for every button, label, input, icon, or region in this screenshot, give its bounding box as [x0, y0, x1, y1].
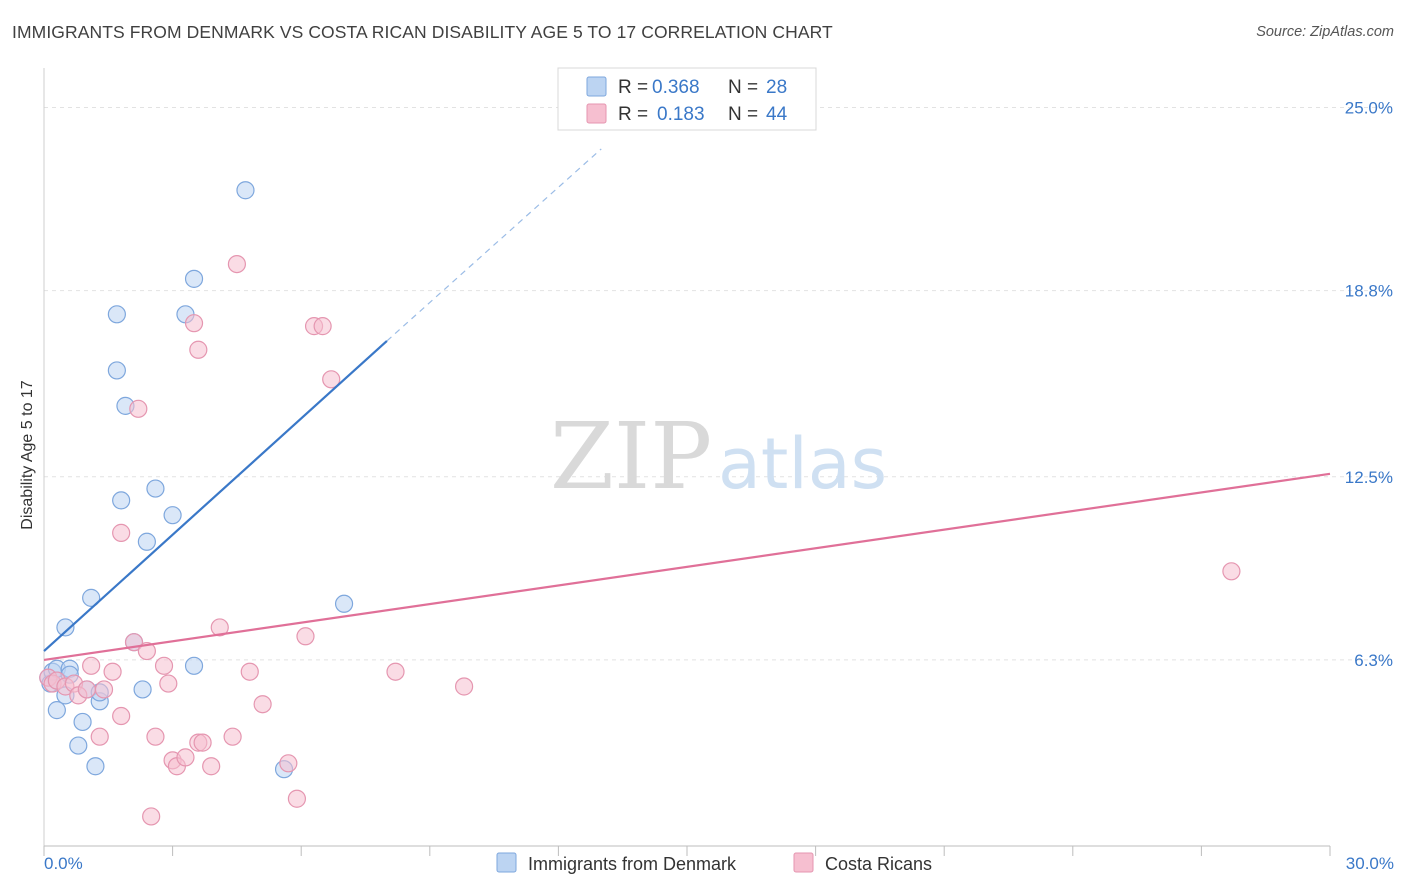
- data-point: [322, 370, 341, 389]
- stats-n-value-1: 28: [766, 77, 787, 98]
- data-point: [103, 662, 122, 681]
- data-point: [279, 754, 298, 773]
- watermark-atlas: atlas: [718, 423, 887, 505]
- data-point: [189, 340, 208, 359]
- data-point: [184, 314, 204, 333]
- trend-line-denmark: [43, 340, 388, 652]
- series-costa-rica-points: [39, 254, 1241, 826]
- x-tick-label-max: 30.0%: [1346, 854, 1394, 873]
- chart-title: IMMIGRANTS FROM DENMARK VS COSTA RICAN D…: [12, 22, 833, 42]
- data-point: [137, 641, 156, 661]
- data-point: [223, 727, 242, 746]
- data-point: [227, 254, 246, 274]
- y-tick-labels: 6.3% 12.5% 18.8% 25.0%: [1345, 99, 1393, 670]
- data-point: [77, 680, 96, 699]
- axes: [43, 68, 1331, 856]
- trend-line-costa-rica: [43, 472, 1331, 661]
- y-tick-label: 25.0%: [1345, 99, 1393, 118]
- data-point: [253, 695, 272, 714]
- y-tick-label: 18.8%: [1345, 282, 1393, 301]
- data-point: [56, 618, 75, 637]
- data-point: [94, 680, 114, 699]
- data-point: [313, 317, 332, 336]
- watermark-zip: ZIP: [550, 403, 712, 510]
- data-point: [47, 701, 66, 720]
- stats-n-label-2: N =: [728, 104, 758, 125]
- data-point: [137, 532, 156, 551]
- stats-r-label-1: R =: [618, 77, 648, 98]
- stats-r-value-1: 0.368: [652, 77, 700, 98]
- data-point: [142, 807, 161, 826]
- data-point: [240, 662, 259, 681]
- data-point: [287, 789, 307, 808]
- y-tick-label: 6.3%: [1354, 651, 1393, 670]
- data-point: [82, 656, 101, 675]
- data-point: [176, 748, 195, 767]
- data-point: [163, 506, 182, 525]
- data-point: [1222, 562, 1241, 581]
- data-point: [210, 618, 229, 637]
- legend-label-costa-rica: Costa Ricans: [825, 854, 932, 874]
- watermark: ZIP atlas: [550, 403, 887, 510]
- stats-r-value-2: 0.183: [657, 104, 705, 125]
- data-point: [154, 656, 174, 675]
- data-point: [184, 269, 204, 288]
- legend-swatch-costa-rica: [793, 852, 814, 873]
- y-tick-label: 12.5%: [1345, 468, 1393, 487]
- trend-line-denmark-extension: [386, 148, 602, 342]
- data-point: [82, 588, 101, 607]
- data-point: [133, 680, 152, 699]
- source-label: Source: ZipAtlas.com: [1256, 24, 1394, 40]
- data-point: [193, 733, 212, 752]
- data-point: [159, 674, 178, 693]
- data-point: [112, 523, 131, 542]
- stats-r-label-2: R =: [618, 104, 648, 125]
- data-point: [129, 399, 148, 418]
- stats-n-label-1: N =: [728, 77, 758, 98]
- stats-legend-swatch-pink: [586, 103, 607, 124]
- data-point: [334, 594, 354, 613]
- data-point: [236, 181, 255, 200]
- data-point: [146, 727, 165, 746]
- x-tick-label-min: 0.0%: [44, 854, 83, 873]
- data-point: [112, 706, 131, 726]
- data-point: [73, 712, 92, 732]
- trend-lines: [43, 148, 1331, 661]
- data-point: [86, 757, 105, 776]
- legend-label-denmark: Immigrants from Denmark: [528, 854, 737, 874]
- x-tick-labels: 0.0% 30.0%: [44, 854, 1394, 873]
- data-point: [202, 757, 221, 776]
- series-legend: Immigrants from Denmark Costa Ricans: [496, 852, 932, 874]
- data-point: [296, 627, 315, 646]
- data-point: [112, 491, 131, 510]
- stats-legend-swatch-blue: [586, 76, 607, 97]
- data-point: [69, 736, 88, 755]
- stats-legend: R = 0.368 N = 28 R = 0.183 N = 44: [557, 67, 817, 131]
- data-point: [454, 677, 474, 696]
- data-point: [107, 305, 126, 324]
- data-point: [146, 479, 165, 498]
- data-point: [107, 361, 126, 380]
- data-point: [184, 656, 204, 675]
- stats-n-value-2: 44: [766, 104, 788, 125]
- data-point: [386, 662, 405, 681]
- data-point: [90, 727, 109, 746]
- legend-swatch-denmark: [496, 852, 517, 873]
